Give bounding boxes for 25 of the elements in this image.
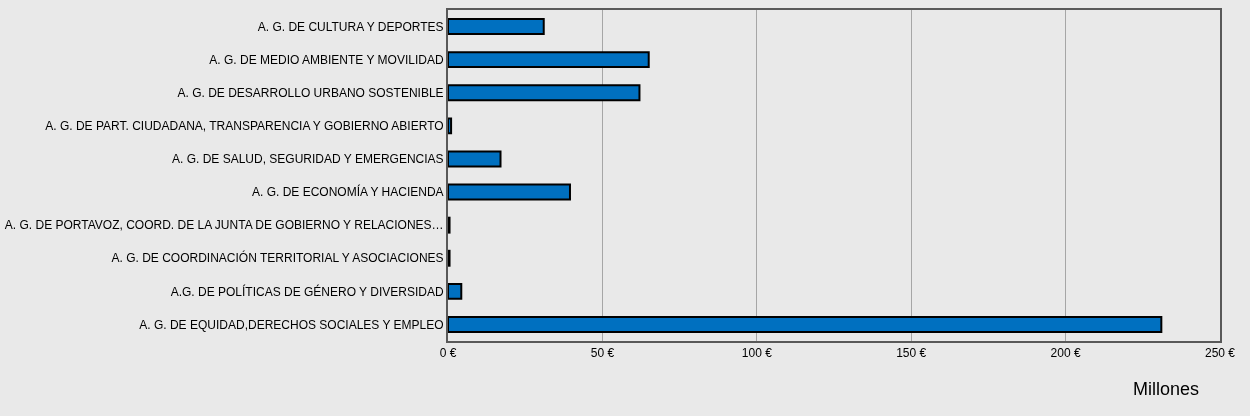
y-tick-label: A. G. DE MEDIO AMBIENTE Y MOVILIDAD <box>209 52 444 67</box>
y-tick-label: A. G. DE DESARROLLO URBANO SOSTENIBLE <box>177 85 444 100</box>
x-tick-label: 50 € <box>590 346 615 361</box>
x-tick-label: 150 € <box>896 346 927 361</box>
x-tick-label: 250 € <box>1204 346 1236 361</box>
bar <box>448 316 1163 333</box>
x-axis-title: Millones <box>1133 379 1200 399</box>
y-tick-label: A. G. DE CULTURA Y DEPORTES <box>257 19 444 34</box>
x-tick-label: 200 € <box>1050 346 1081 361</box>
bar <box>448 183 571 201</box>
y-tick-label: A. G. DE ECONOMÍA Y HACIENDA <box>251 184 444 200</box>
x-tick-label: 0 € <box>439 346 457 361</box>
y-tick-label: A.G. DE POLÍTICAS DE GÉNERO Y DIVERSIDAD <box>170 283 444 299</box>
y-tick-label: A. G. DE PORTAVOZ, COORD. DE LA JUNTA DE GOBIERNO Y RELACIONES… <box>4 218 444 233</box>
bar <box>448 117 453 135</box>
y-tick-label: A. G. DE PART. CIUDADANA, TRANSPARENCIA Y GOBIERNO ABIERTO <box>45 119 444 134</box>
bar <box>448 51 650 69</box>
y-tick-label: A. G. DE COORDINACIÓN TERRITORIAL Y ASOCIACIONES <box>111 250 444 266</box>
y-tick-label: A. G. DE SALUD, SEGURIDAD Y EMERGENCIAS <box>171 152 444 167</box>
bar <box>448 282 463 300</box>
bar <box>448 84 641 102</box>
x-tick-label: 100 € <box>741 346 773 361</box>
bar <box>448 18 545 35</box>
bar <box>448 150 502 168</box>
y-tick-label: A. G. DE EQUIDAD,DERECHOS SOCIALES Y EMPLEO <box>139 317 444 332</box>
